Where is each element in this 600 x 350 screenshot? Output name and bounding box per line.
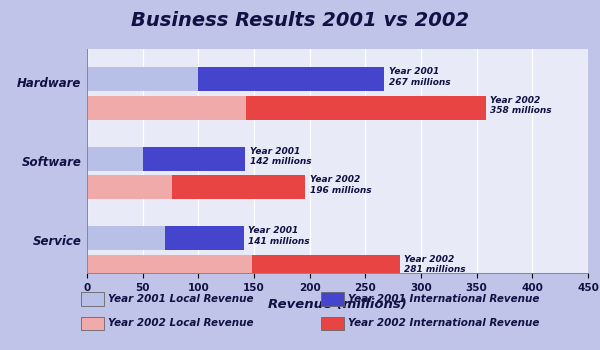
Text: Business Results 2001 vs 2002: Business Results 2001 vs 2002 (131, 12, 469, 30)
Bar (246, 96, 485, 120)
Bar (252, 255, 400, 279)
Bar (87, 255, 252, 279)
Bar (87, 175, 172, 199)
Text: Year 2002
196 millions: Year 2002 196 millions (310, 175, 371, 195)
Text: Year 2001
267 millions: Year 2001 267 millions (389, 67, 451, 87)
Text: Year 2002 Local Revenue: Year 2002 Local Revenue (108, 318, 254, 328)
Bar (199, 67, 384, 91)
Text: Year 2002 International Revenue: Year 2002 International Revenue (348, 318, 539, 328)
Bar (87, 147, 143, 170)
Text: Year 2002
281 millions: Year 2002 281 millions (404, 255, 466, 274)
Text: Year 2001
142 millions: Year 2001 142 millions (250, 147, 311, 166)
Text: Year 2002
358 millions: Year 2002 358 millions (490, 96, 551, 115)
Text: Year 2001
141 millions: Year 2001 141 millions (248, 226, 310, 246)
Bar (143, 147, 245, 170)
Bar (165, 226, 244, 250)
Bar (172, 175, 305, 199)
X-axis label: Revenue (millions): Revenue (millions) (268, 298, 407, 311)
Bar (87, 67, 199, 91)
Text: Year 2001 Local Revenue: Year 2001 Local Revenue (108, 294, 254, 304)
Text: Year 2001 International Revenue: Year 2001 International Revenue (348, 294, 539, 304)
Bar (87, 96, 246, 120)
Bar (87, 226, 165, 250)
